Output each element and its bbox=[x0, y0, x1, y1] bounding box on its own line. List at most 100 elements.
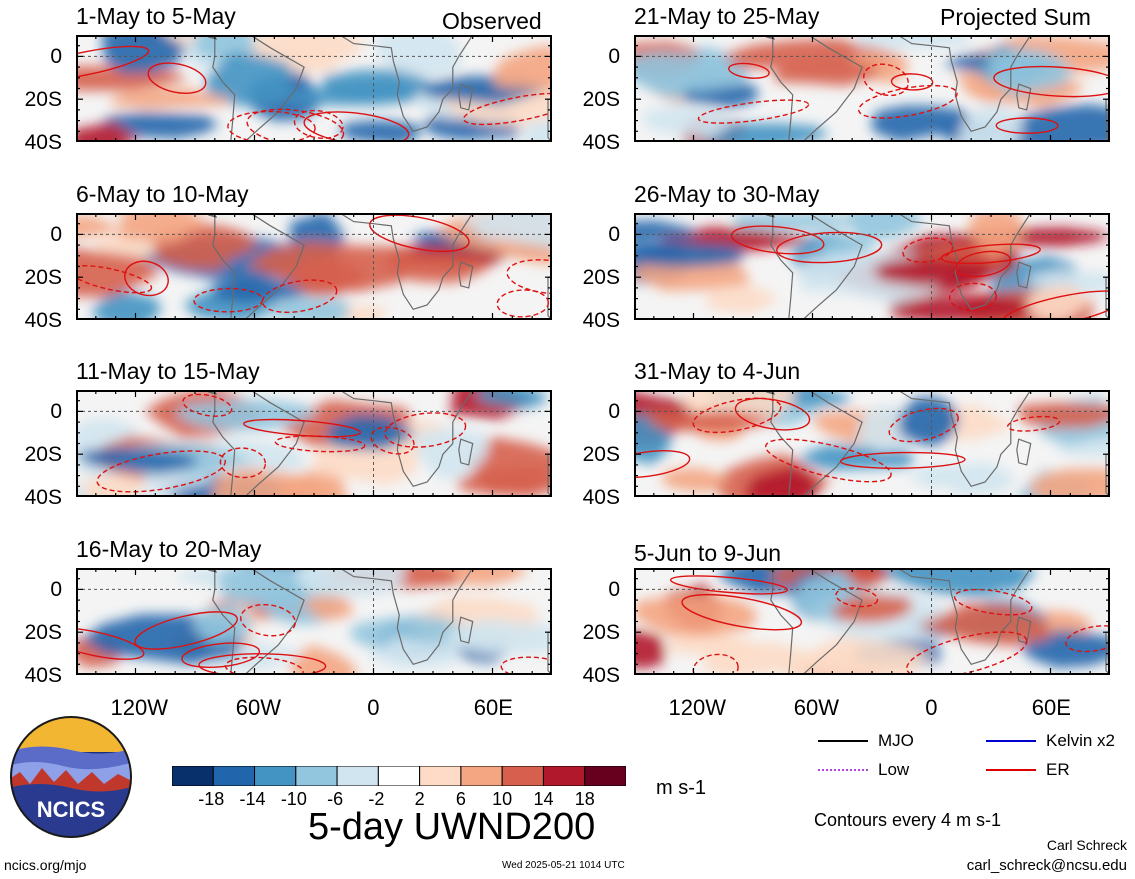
anomaly-shading bbox=[280, 257, 368, 297]
anomaly-shading bbox=[474, 390, 549, 409]
x-tick-label: 60E bbox=[473, 695, 513, 720]
site-link[interactable]: ncics.org/mjo bbox=[4, 857, 87, 873]
er-contour bbox=[76, 265, 153, 294]
coastline bbox=[163, 568, 218, 573]
shaded-anomalies bbox=[76, 213, 552, 320]
anomaly-shading bbox=[774, 60, 881, 87]
er-contour bbox=[124, 260, 169, 297]
anomaly-shading bbox=[665, 633, 753, 657]
er-contour bbox=[858, 84, 958, 119]
x-tick-label: 60W bbox=[235, 695, 281, 720]
y-tick-label: 0 bbox=[50, 223, 62, 247]
y-tick-label: 0 bbox=[608, 45, 620, 69]
map-panel bbox=[76, 213, 552, 320]
panel-title: 26-May to 30-May bbox=[634, 181, 820, 207]
x-tick-label: 0 bbox=[925, 695, 938, 720]
anomaly-shading bbox=[798, 444, 916, 471]
anomaly-shading bbox=[303, 595, 353, 621]
colorbar-tick-label: 18 bbox=[574, 789, 595, 809]
anomaly-shading bbox=[76, 216, 122, 238]
y-tick-label: 20S bbox=[24, 88, 62, 112]
coastline bbox=[721, 390, 776, 395]
legend-label: ER bbox=[1046, 760, 1070, 779]
coastline bbox=[770, 568, 863, 675]
anomaly-shading bbox=[1026, 283, 1094, 320]
anomaly-shading bbox=[640, 105, 738, 140]
er-contour bbox=[728, 62, 770, 79]
er-contour bbox=[1000, 290, 1110, 320]
panel-title: 31-May to 4-Jun bbox=[634, 358, 801, 384]
colorbar-swatch bbox=[212, 765, 256, 787]
coastline bbox=[212, 390, 305, 497]
colorbar-tick-label: 10 bbox=[492, 789, 513, 809]
anomaly-shading bbox=[393, 254, 492, 284]
map-panel bbox=[634, 568, 1110, 675]
coastline bbox=[338, 213, 474, 311]
colorbar-tick-label: -6 bbox=[327, 789, 344, 809]
y-tick-label: 40S bbox=[24, 486, 62, 509]
er-contour bbox=[76, 627, 145, 660]
colorbar-swatch bbox=[295, 765, 338, 787]
anomaly-shading bbox=[871, 256, 995, 287]
y-tick-label: 0 bbox=[608, 400, 620, 424]
colorbar-tick-label: -2 bbox=[368, 789, 385, 809]
panel-title: 21-May to 25-May bbox=[634, 3, 820, 29]
y-tick-label: 0 bbox=[608, 223, 620, 247]
anomaly-shading bbox=[209, 279, 319, 303]
er-contour bbox=[462, 92, 552, 126]
anomaly-shading bbox=[111, 88, 233, 109]
er-contour bbox=[681, 593, 803, 631]
x-tick-label: 120W bbox=[668, 695, 726, 720]
colorbar bbox=[171, 765, 627, 787]
legend-label: MJO bbox=[878, 731, 914, 750]
coastline bbox=[212, 213, 305, 320]
anomaly-shading bbox=[289, 645, 358, 675]
coastline bbox=[1016, 438, 1032, 466]
colorbar-tick-label: -14 bbox=[239, 789, 266, 809]
coastline bbox=[163, 35, 218, 40]
er-contour bbox=[995, 117, 1059, 134]
anomaly-shading bbox=[958, 104, 1023, 142]
coastline bbox=[212, 35, 305, 142]
map-panel bbox=[76, 568, 552, 675]
er-contour bbox=[634, 450, 691, 479]
legend-line-low bbox=[818, 769, 868, 771]
map-panel bbox=[634, 35, 1110, 142]
coastline bbox=[212, 568, 305, 675]
x-tick-label: 60W bbox=[793, 695, 839, 720]
anomaly-shading bbox=[636, 241, 747, 267]
anomaly-shading bbox=[204, 52, 291, 107]
er-contour bbox=[182, 393, 233, 417]
anomaly-shading bbox=[414, 428, 489, 479]
anomaly-shading bbox=[634, 630, 665, 669]
er-contour bbox=[697, 99, 810, 124]
coastline bbox=[163, 390, 218, 395]
anomaly-shading bbox=[645, 410, 778, 432]
y-tick-label: 0 bbox=[608, 578, 620, 602]
er-contour bbox=[147, 62, 207, 95]
x-tick-label: 120W bbox=[110, 695, 168, 720]
anomaly-shading bbox=[705, 286, 778, 315]
er-contour bbox=[1065, 625, 1110, 653]
anomaly-shading bbox=[76, 121, 140, 142]
er-contour bbox=[953, 588, 1033, 616]
er-contour bbox=[384, 412, 467, 448]
coastline bbox=[458, 616, 474, 644]
contour-note: Contours every 4 m s-1 bbox=[814, 810, 1002, 830]
coastline bbox=[1016, 83, 1032, 111]
coastline bbox=[1016, 261, 1032, 289]
anomaly-shading bbox=[173, 399, 319, 431]
shaded-anomalies bbox=[634, 213, 1110, 320]
panel-title: 5-Jun to 9-Jun bbox=[634, 540, 782, 566]
er-contour bbox=[246, 108, 345, 142]
anomaly-shading bbox=[888, 293, 1034, 320]
er-contour bbox=[303, 111, 410, 142]
coastline bbox=[721, 35, 776, 40]
anomaly-shading bbox=[115, 213, 211, 244]
colorbar-tick-label: 14 bbox=[533, 789, 554, 809]
y-tick-label: 40S bbox=[24, 664, 62, 687]
er-contour bbox=[776, 231, 883, 264]
timestamp: Wed 2025-05-21 1014 UTC bbox=[502, 860, 625, 871]
anomaly-shading bbox=[192, 603, 255, 645]
colorbar-swatch bbox=[460, 765, 503, 787]
